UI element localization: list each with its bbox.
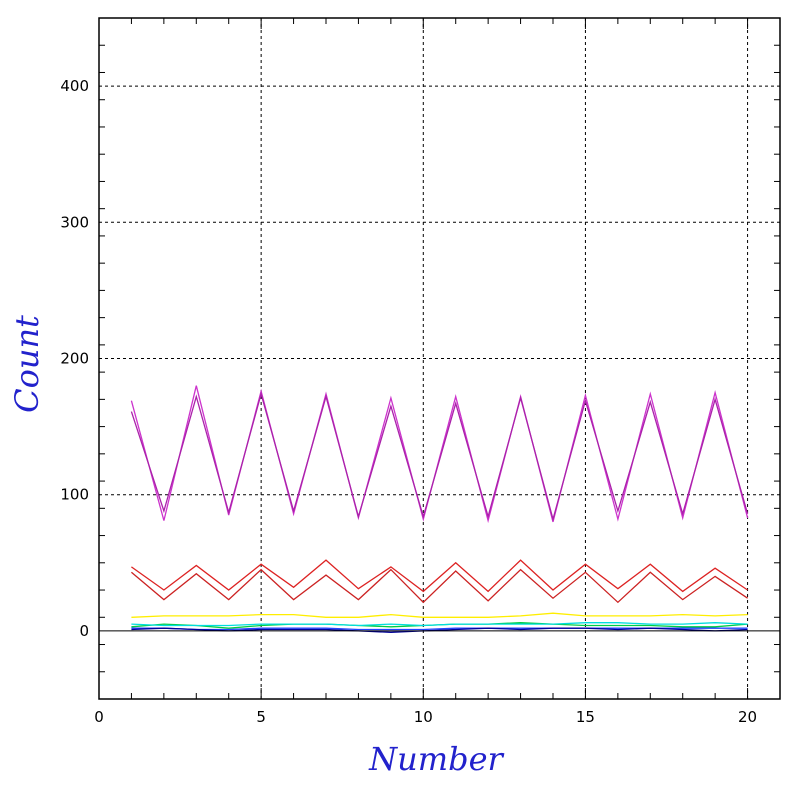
x-axis-title: Number [368, 740, 504, 778]
y-tick-label: 0 [79, 622, 89, 640]
series-line-5 [131, 612, 748, 618]
series-line-4 [130, 568, 748, 604]
series-line-2 [130, 391, 749, 522]
data-series [130, 385, 749, 633]
plot-frame-rect [98, 17, 781, 700]
series-line-7 [131, 622, 748, 627]
x-tick-label: 15 [576, 708, 595, 726]
y-tick-label: 400 [60, 77, 89, 95]
x-tick-label: 20 [738, 708, 757, 726]
axis-ticks [98, 17, 781, 700]
plot-frame [98, 17, 781, 700]
x-tick-labels: 0 5 10 15 20 [94, 708, 757, 726]
series-line-3 [131, 559, 748, 593]
x-tick-label: 10 [414, 708, 433, 726]
y-axis-title: Count [8, 315, 46, 413]
y-tick-label: 200 [60, 350, 89, 368]
y-tick-label: 100 [60, 486, 89, 504]
x-tick-label: 5 [256, 708, 266, 726]
y-tick-labels: 0 100 200 300 400 [60, 77, 89, 640]
x-tick-label: 0 [94, 708, 104, 726]
y-tick-label: 300 [60, 213, 89, 231]
